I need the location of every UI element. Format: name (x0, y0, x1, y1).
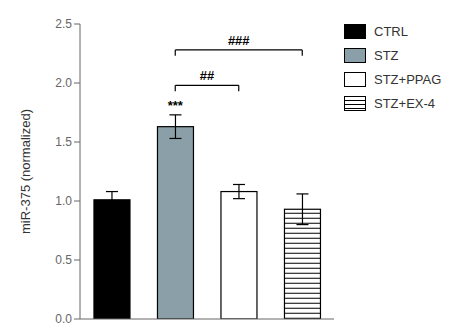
svg-text:2.0: 2.0 (55, 76, 72, 90)
svg-text:2.5: 2.5 (55, 17, 72, 31)
html-text:STZ: STZ (374, 48, 399, 63)
html-text:STZ+PPAG: STZ+PPAG (374, 72, 442, 87)
html-text:STZ+EX-4: STZ+EX-4 (374, 96, 435, 111)
svg-text:0.0: 0.0 (55, 312, 72, 326)
svg-text:1.0: 1.0 (55, 194, 72, 208)
svg-text:0.5: 0.5 (55, 253, 72, 267)
svg-text:1.5: 1.5 (55, 135, 72, 149)
svg-text:##: ## (200, 68, 215, 83)
html-text:CTRL: CTRL (374, 24, 408, 39)
svg-text:***: *** (168, 98, 184, 113)
svg-text:miR-375 (normalized): miR-375 (normalized) (18, 109, 33, 234)
svg-text:###: ### (228, 33, 250, 48)
